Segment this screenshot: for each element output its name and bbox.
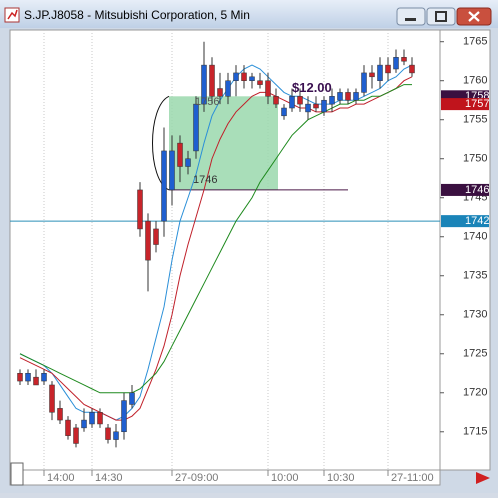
scroll-arrow[interactable] xyxy=(476,472,490,484)
candle-body xyxy=(113,431,119,440)
x-tick-label: 14:30 xyxy=(95,472,123,484)
y-tick-label: 1730 xyxy=(463,309,487,321)
y-tick-label: 1720 xyxy=(463,387,487,399)
corner-box[interactable] xyxy=(10,462,24,486)
candle-body xyxy=(129,392,135,405)
candle-body xyxy=(33,376,39,386)
price-marker-label: 1742 xyxy=(465,215,489,227)
candle-body xyxy=(409,64,415,74)
candle-body xyxy=(73,427,79,444)
candle-body xyxy=(321,99,327,113)
candle-body xyxy=(121,400,127,433)
maximize-icon xyxy=(435,11,447,22)
candle-body xyxy=(273,96,279,105)
candle-body xyxy=(329,96,335,105)
candle-body xyxy=(313,103,319,109)
candle-body xyxy=(65,419,71,436)
app-icon-graph xyxy=(7,9,18,20)
candle-body xyxy=(185,158,191,167)
moving-average-line xyxy=(19,84,412,394)
candle-body xyxy=(57,408,63,421)
candle-body xyxy=(89,412,95,425)
minimize-icon xyxy=(405,18,416,21)
candle-body xyxy=(97,412,103,425)
plot-layer: 14:00 14:30 27-09:00 10:00 10:30 27-11:00 1715… xyxy=(10,30,489,484)
candle-body xyxy=(153,228,159,245)
price-marker xyxy=(441,98,489,111)
annotation: 1746 xyxy=(193,174,217,186)
candle-body xyxy=(369,72,375,78)
candle-body xyxy=(49,384,55,413)
close-icon xyxy=(468,11,480,22)
candle-body xyxy=(225,80,231,97)
candle-body xyxy=(297,96,303,105)
candle-body xyxy=(41,373,47,382)
candle-body xyxy=(401,57,407,62)
candle-body xyxy=(393,57,399,70)
x-tick-label: 27-09:00 xyxy=(175,472,218,484)
price-marker-label: 1757 xyxy=(465,98,489,110)
candle-body xyxy=(385,64,391,74)
candle-body xyxy=(281,107,287,117)
candle-body xyxy=(361,72,367,93)
candle-body xyxy=(353,92,359,101)
candle-body xyxy=(17,373,23,382)
candle-body xyxy=(161,150,167,222)
candle-body xyxy=(169,150,175,191)
candle-body xyxy=(377,64,383,81)
candle-body xyxy=(193,103,199,152)
window-title: S.JP.J8058 - Mitsubishi Corporation, 5 M… xyxy=(24,8,250,22)
candle-body xyxy=(81,419,87,429)
maximize-button[interactable] xyxy=(426,7,456,26)
x-tick-label: 14:00 xyxy=(47,472,75,484)
x-tick-label: 10:00 xyxy=(271,472,299,484)
candle-body xyxy=(289,96,295,109)
y-tick-label: 1765 xyxy=(463,36,487,48)
candle-body xyxy=(209,64,215,97)
y-tick-label: 1715 xyxy=(463,426,487,438)
x-tick-label: 27-11:00 xyxy=(391,472,434,484)
candle-body xyxy=(265,80,271,97)
y-tick-label: 1735 xyxy=(463,270,487,282)
y-tick-label: 1740 xyxy=(463,231,487,243)
candle-body xyxy=(177,142,183,167)
y-tick-label: 1755 xyxy=(463,114,487,126)
candle-body xyxy=(137,189,143,230)
y-tick-label: 1750 xyxy=(463,153,487,165)
candle-body xyxy=(105,427,111,440)
time-axis xyxy=(9,469,441,486)
candle-body xyxy=(337,92,343,101)
window-buttons[interactable] xyxy=(396,7,492,26)
candle-body xyxy=(233,72,239,81)
candle-body xyxy=(241,72,247,81)
candle-body xyxy=(305,103,311,113)
x-tick-label: 10:30 xyxy=(327,472,355,484)
y-tick-label: 1760 xyxy=(463,75,487,87)
candle-body xyxy=(249,76,255,81)
annotation: 1756 xyxy=(195,96,219,108)
y-tick-label: 1725 xyxy=(463,348,487,360)
price-marker xyxy=(441,183,489,196)
candle-body xyxy=(145,220,151,261)
zone-box xyxy=(169,96,278,190)
candle-body xyxy=(345,92,351,101)
moving-average-line xyxy=(19,76,413,421)
price-marker-label: 1746 xyxy=(465,184,489,196)
candle-body xyxy=(217,88,223,97)
candle-body xyxy=(201,64,207,105)
minimize-button[interactable] xyxy=(396,7,426,26)
price-marker xyxy=(441,215,489,228)
annotation: $12.00 xyxy=(292,80,332,95)
candle-body xyxy=(25,373,31,382)
candle-body xyxy=(257,80,263,85)
